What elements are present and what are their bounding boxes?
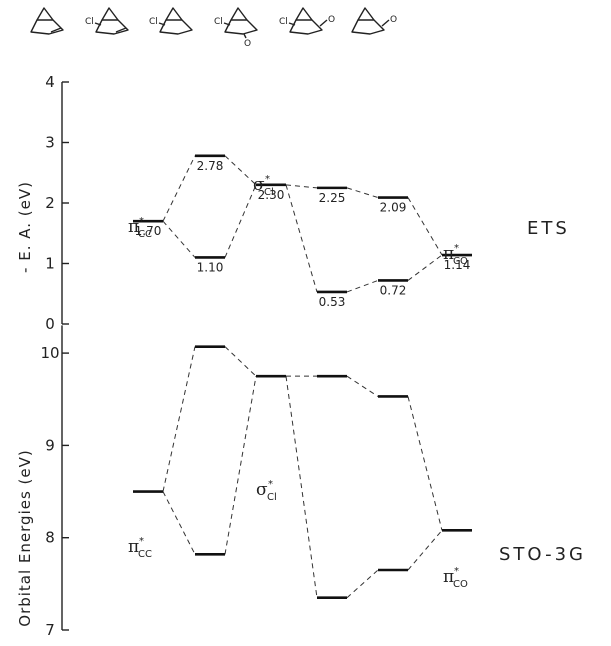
molecule-4-o-atom: O — [244, 39, 251, 49]
ets-symbol-pi-cc: π * CC — [128, 216, 152, 240]
ets-level-value: 2.78 — [197, 159, 224, 173]
sto3g-symbol-pi-co: π * CO — [443, 566, 468, 590]
ets-connector — [285, 184, 318, 293]
svg-text:CO: CO — [453, 256, 468, 267]
ets-y-axis — [61, 81, 69, 325]
svg-text:σ: σ — [253, 175, 265, 195]
ets-connector — [224, 155, 257, 186]
sto3g-symbol-sigma-cl: σ * Cl — [256, 479, 277, 503]
sto3g-tick-label: 9 — [45, 436, 55, 454]
sto3g-method-label: STO-3G — [499, 544, 586, 565]
svg-text:*: * — [454, 566, 459, 577]
ets-y-axis-label: - E. A. (eV) — [16, 181, 34, 273]
molecule-1-structure — [30, 7, 64, 35]
ets-tick-label: 1 — [45, 255, 55, 273]
sto3g-energy-levels — [133, 345, 472, 599]
ets-level-value: 1.10 — [197, 260, 224, 274]
molecule-3-cl-atom: Cl — [149, 17, 158, 27]
molecule-structures-row: Cl Cl Cl O Cl O O — [30, 7, 397, 49]
sto3g-connector — [346, 375, 379, 397]
molecule-5-cl-atom: Cl — [279, 17, 288, 27]
ets-y-tick-labels: 0 1 2 3 4 — [45, 73, 55, 333]
sto3g-connector — [224, 346, 257, 377]
molecule-3-structure: Cl — [149, 7, 193, 35]
sto3g-panel: 7 8 9 10 Orbital Energies (eV) STO-3G — [16, 325, 586, 639]
molecule-2-cl-atom: Cl — [85, 17, 94, 27]
ets-method-label: ETS — [527, 218, 570, 239]
molecule-5-o-atom: O — [328, 15, 335, 25]
svg-text:CC: CC — [138, 549, 152, 560]
ets-connector — [162, 220, 196, 258]
ets-tick-label: 0 — [45, 315, 55, 333]
svg-text:π: π — [128, 537, 139, 557]
sto3g-y-axis-label: Orbital Energies (eV) — [16, 449, 34, 626]
sto3g-connector — [407, 529, 443, 571]
ets-connector — [285, 184, 318, 189]
sto3g-tick-label: 7 — [45, 621, 55, 639]
svg-text:Cl: Cl — [264, 187, 274, 198]
svg-text:Cl: Cl — [267, 492, 277, 503]
ets-symbol-sigma-cl: σ * Cl — [253, 174, 274, 198]
molecule-2-structure: Cl — [85, 7, 129, 35]
ets-level-value: 0.53 — [319, 295, 346, 309]
svg-text:*: * — [139, 536, 144, 547]
sto3g-connector — [407, 396, 443, 531]
svg-text:π: π — [128, 217, 139, 237]
ets-connector — [346, 279, 379, 293]
ets-level-value: 2.30 — [258, 188, 285, 202]
svg-text:*: * — [268, 479, 273, 490]
sto3g-y-axis — [61, 325, 69, 631]
svg-text:π: π — [443, 567, 454, 587]
ets-connector — [407, 254, 443, 281]
sto3g-tick-label: 10 — [40, 344, 59, 362]
ets-level-value: 2.25 — [319, 191, 346, 205]
svg-text:CO: CO — [453, 579, 468, 590]
ets-tick-label: 2 — [45, 194, 55, 212]
molecule-6-o-atom: O — [390, 15, 397, 25]
ets-energy-levels — [133, 154, 472, 294]
sto3g-symbol-pi-cc: π * CC — [128, 536, 152, 560]
ets-connector — [224, 184, 257, 258]
sto3g-connector-lines — [162, 346, 443, 599]
sto3g-connector — [162, 346, 196, 492]
ets-level-value: 0.72 — [380, 283, 407, 297]
ets-symbol-pi-co: π * CO — [443, 243, 468, 267]
sto3g-connector — [224, 376, 257, 555]
ets-level-value: 2.09 — [380, 201, 407, 215]
svg-text:σ: σ — [256, 480, 268, 500]
ets-level-value-labels: 1.70 2.78 1.10 2.30 2.25 0.53 2.09 0.72 1.14 — [135, 159, 471, 309]
svg-text:*: * — [139, 216, 144, 227]
sto3g-connector — [162, 491, 196, 555]
sto3g-connector — [346, 569, 379, 599]
ets-level-value: 1.14 — [444, 258, 471, 272]
svg-text:*: * — [265, 174, 270, 185]
ets-tick-label: 4 — [45, 73, 55, 91]
molecule-5-structure: Cl O — [279, 7, 335, 35]
sto3g-connector — [285, 376, 318, 598]
molecule-4-cl-atom: Cl — [214, 17, 223, 27]
molecule-4-structure: Cl O — [214, 7, 258, 49]
ets-level-value: 1.70 — [135, 224, 162, 238]
svg-text:CC: CC — [138, 229, 152, 240]
ets-tick-label: 3 — [45, 134, 55, 152]
molecule-6-structure: O — [351, 7, 397, 35]
ets-connector — [407, 197, 443, 256]
ets-connector-lines — [162, 155, 443, 293]
svg-text:*: * — [454, 243, 459, 254]
sto3g-tick-label: 8 — [45, 529, 55, 547]
sto3g-y-tick-labels: 7 8 9 10 — [40, 344, 59, 639]
svg-text:π: π — [443, 244, 454, 264]
ets-connector — [162, 155, 196, 222]
ets-connector — [346, 187, 379, 199]
ets-panel: 0 1 2 3 4 - E. A. (eV) 1.70 2.78 1.10 2.30 2.25 0… — [16, 73, 570, 333]
